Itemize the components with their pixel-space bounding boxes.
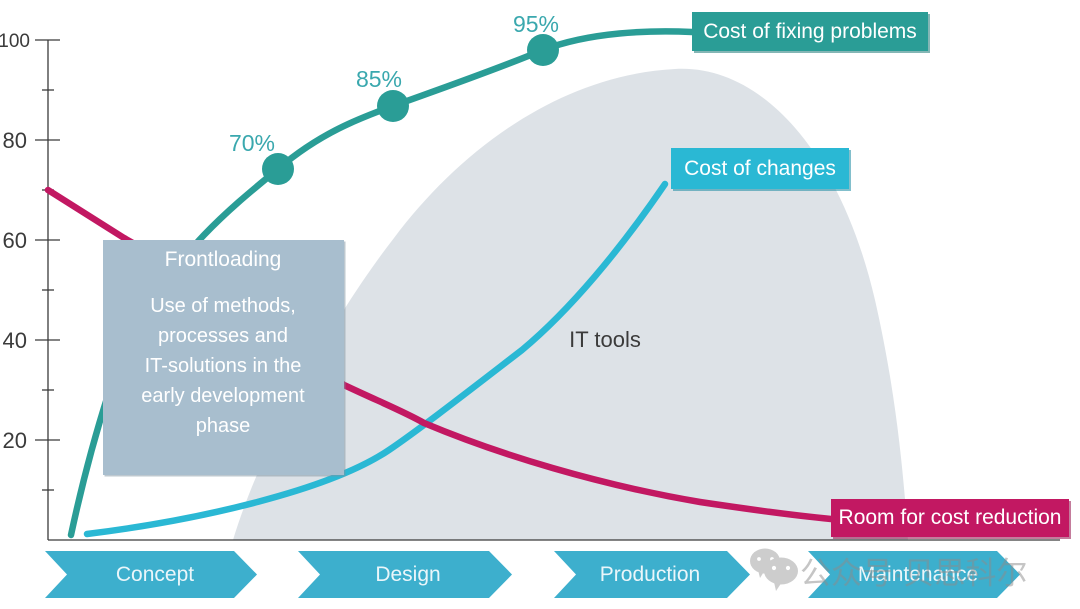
svg-text:70%: 70% bbox=[229, 130, 275, 156]
svg-text:40: 40 bbox=[3, 328, 27, 353]
svg-text:IT-solutions in the: IT-solutions in the bbox=[145, 355, 302, 377]
svg-text:phase: phase bbox=[196, 415, 251, 437]
svg-text:100: 100 bbox=[0, 31, 30, 52]
svg-text:80: 80 bbox=[3, 128, 27, 153]
svg-text:processes and: processes and bbox=[158, 325, 288, 347]
svg-text:公众号·贝思科尔: 公众号·贝思科尔 bbox=[800, 556, 1027, 591]
svg-text:early development: early development bbox=[141, 385, 305, 407]
svg-text:Room for cost reduction: Room for cost reduction bbox=[839, 506, 1062, 529]
svg-text:IT tools: IT tools bbox=[569, 327, 641, 352]
svg-text:95%: 95% bbox=[513, 11, 559, 37]
svg-text:Cost of fixing problems: Cost of fixing problems bbox=[703, 20, 917, 43]
svg-text:Concept: Concept bbox=[116, 563, 194, 586]
svg-text:20: 20 bbox=[3, 428, 27, 453]
svg-text:Frontloading: Frontloading bbox=[165, 248, 282, 271]
svg-text:Use of methods,: Use of methods, bbox=[150, 295, 296, 317]
svg-text:60: 60 bbox=[3, 228, 27, 253]
svg-text:Design: Design bbox=[375, 563, 440, 586]
svg-text:Production: Production bbox=[600, 563, 700, 586]
svg-text:Cost of changes: Cost of changes bbox=[684, 157, 836, 180]
svg-text:85%: 85% bbox=[356, 66, 402, 92]
